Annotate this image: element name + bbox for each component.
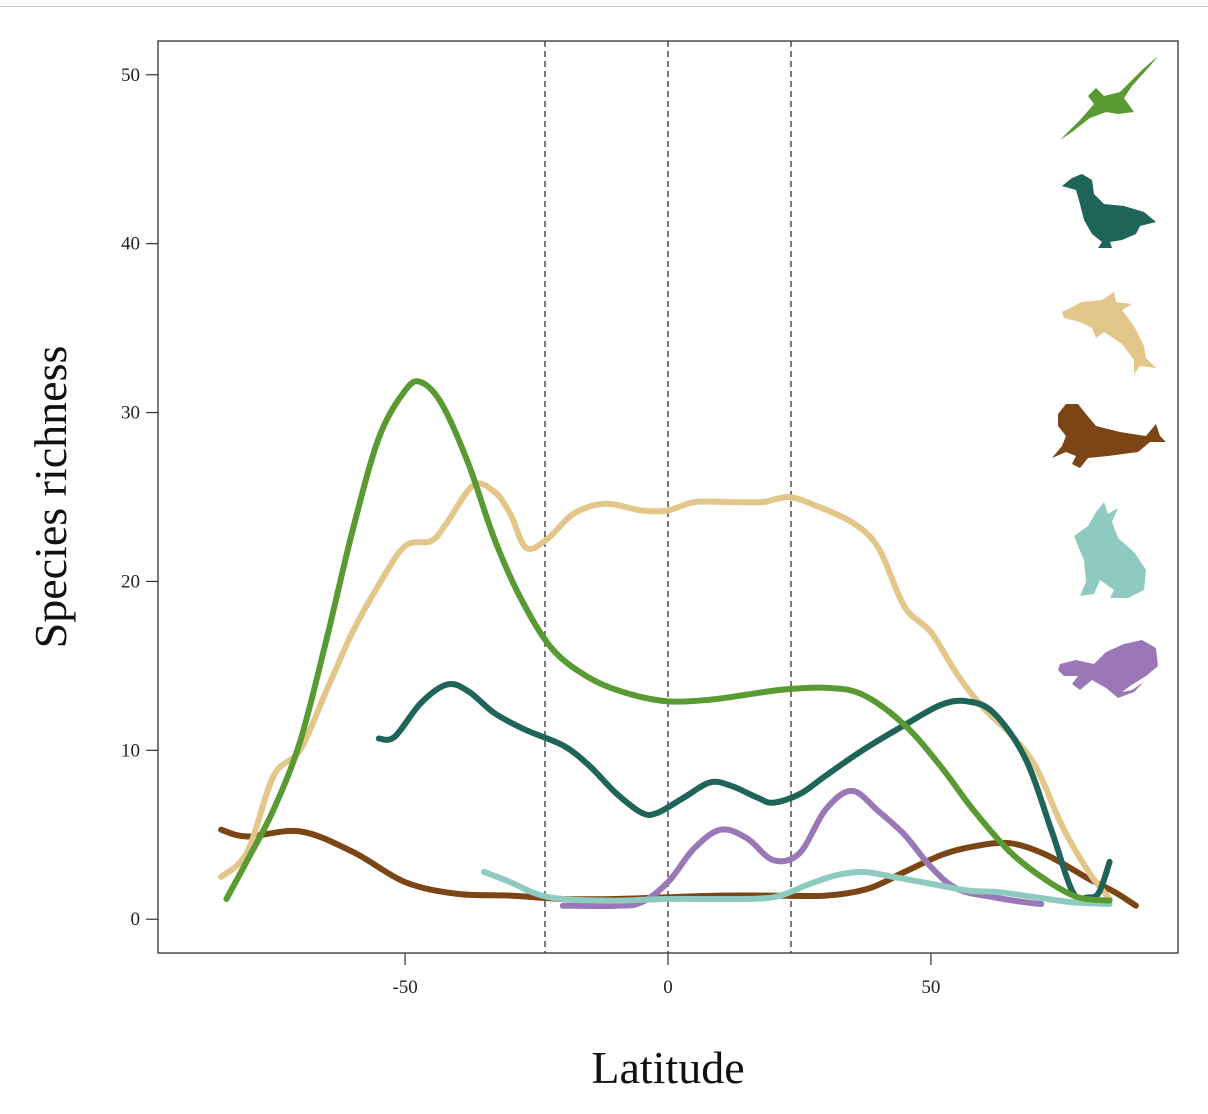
- y-tick-label: 10: [121, 740, 140, 761]
- x-tick-label: 50: [921, 977, 940, 998]
- tropic-reference-lines: [544, 41, 792, 953]
- rabbit-silhouette-icon: [1074, 502, 1146, 598]
- series-line-seal: [218, 826, 1139, 909]
- y-tick-label: 50: [121, 65, 140, 86]
- seal-silhouette-icon: [1052, 404, 1166, 468]
- dolphin-silhouette-icon: [1062, 292, 1156, 374]
- y-axis-title: Species richness: [25, 346, 76, 649]
- x-axis: -50 0 50: [392, 953, 940, 998]
- series-line-albatross: [223, 378, 1113, 904]
- y-tick-label: 40: [121, 234, 140, 255]
- y-tick-label: 30: [121, 403, 140, 424]
- y-axis: 0 10 20 30 40 50: [121, 65, 158, 930]
- series-line-dolphin: [218, 480, 1113, 902]
- x-axis-title: Latitude: [591, 1042, 744, 1093]
- y-tick-label: 20: [121, 571, 140, 592]
- top-divider: [0, 6, 1208, 7]
- series-line-duck: [375, 681, 1113, 902]
- x-tick-label: 0: [663, 977, 673, 998]
- salamander-silhouette-icon: [1058, 640, 1158, 698]
- y-tick-label: 0: [131, 909, 141, 930]
- albatross-silhouette-icon: [1060, 56, 1158, 140]
- duck-silhouette-icon: [1062, 174, 1156, 248]
- series-lines: [218, 378, 1139, 909]
- legend: [1052, 56, 1166, 698]
- x-tick-label: -50: [392, 977, 417, 998]
- series-line-rabbit: [481, 868, 1113, 907]
